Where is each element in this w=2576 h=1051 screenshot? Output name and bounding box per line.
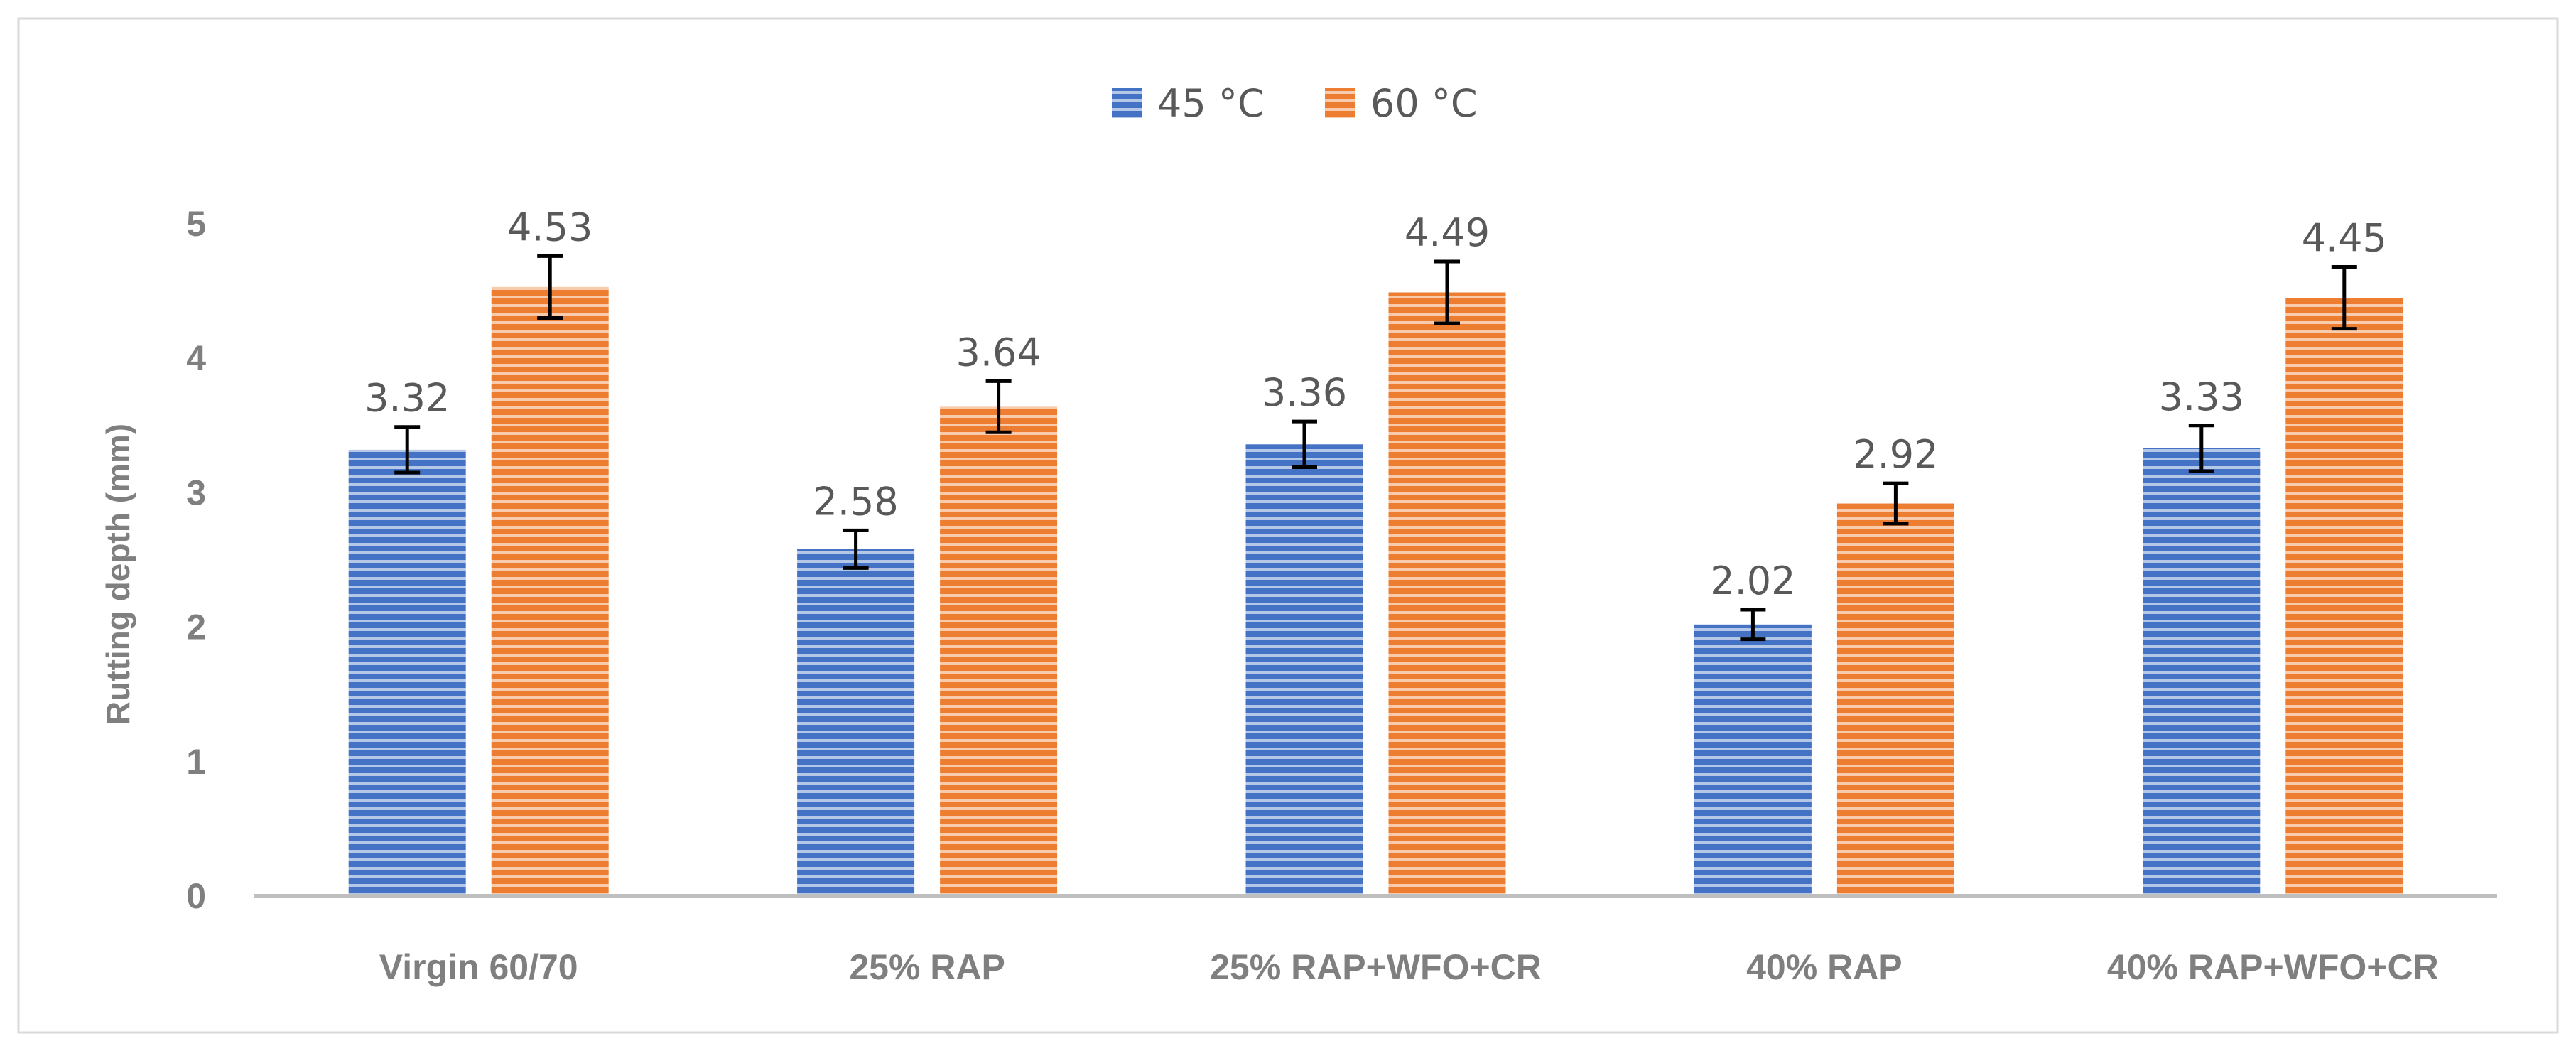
data-label: 2.92 (1853, 432, 1938, 477)
bar (491, 286, 609, 896)
error-bar (2331, 265, 2357, 331)
legend-item: 60 °C (1325, 81, 1478, 126)
data-label: 4.53 (507, 205, 592, 249)
y-tick-label: 5 (186, 204, 206, 244)
error-bar (1434, 259, 1460, 325)
legend-swatch (1112, 88, 1142, 118)
series-1: 4.53 3.64 4.49 2.92 4.45 (491, 205, 2403, 896)
data-label: 4.45 (2302, 216, 2387, 261)
legend-label: 60 °C (1370, 81, 1478, 126)
data-label: 3.33 (2159, 374, 2244, 419)
error-bar (985, 379, 1012, 434)
data-label: 2.02 (1710, 559, 1795, 603)
error-bar (2188, 424, 2214, 473)
bars: 3.32 2.58 3.36 2.02 3.33 4.53 3.64 4.49 2.92 4.45 (348, 205, 2403, 896)
series-0: 3.32 2.58 3.36 2.02 3.33 (348, 370, 2261, 896)
bar (1694, 624, 1812, 896)
y-tick-label: 0 (186, 876, 206, 916)
y-tick-label: 3 (186, 473, 206, 512)
bar (1836, 503, 1954, 896)
legend-label: 45 °C (1157, 81, 1265, 126)
bar (348, 449, 466, 896)
error-bar (1292, 419, 1317, 469)
y-tick-label: 2 (186, 608, 206, 647)
y-axis-title: Rutting depth (mm) (99, 424, 136, 725)
y-tick-label: 4 (186, 338, 206, 378)
bar (1388, 292, 1506, 896)
x-tick-label: 25% RAP (849, 947, 1005, 987)
bar (2285, 298, 2403, 896)
x-tick-label: 25% RAP+WFO+CR (1210, 947, 1542, 987)
data-label: 4.49 (1405, 210, 1490, 255)
data-label: 3.64 (956, 330, 1041, 374)
x-tick-label: Virgin 60/70 (379, 947, 578, 987)
x-tick-label: 40% RAP+WFO+CR (2107, 947, 2439, 987)
x-tick-label: 40% RAP (1746, 947, 1903, 987)
legend: 45 °C 60 °C (1112, 81, 1478, 126)
y-tick-label: 1 (186, 742, 206, 782)
error-bar (1883, 481, 1909, 526)
legend-swatch (1325, 88, 1355, 118)
bar (1245, 444, 1363, 896)
bar (797, 549, 915, 896)
x-axis: Virgin 60/70 25% RAP 25% RAP+WFO+CR 40% RAP… (379, 947, 2439, 987)
error-bar (1740, 608, 1766, 642)
data-label: 2.58 (813, 479, 898, 524)
error-bar (394, 425, 421, 475)
error-bar (843, 528, 869, 570)
data-label: 3.36 (1262, 370, 1347, 415)
data-label: 3.32 (364, 376, 450, 421)
legend-item: 45 °C (1112, 81, 1265, 126)
error-bar (537, 254, 563, 320)
bar (2143, 448, 2261, 896)
bar (940, 406, 1058, 896)
y-axis: 0 1 2 3 4 5 (186, 204, 206, 916)
